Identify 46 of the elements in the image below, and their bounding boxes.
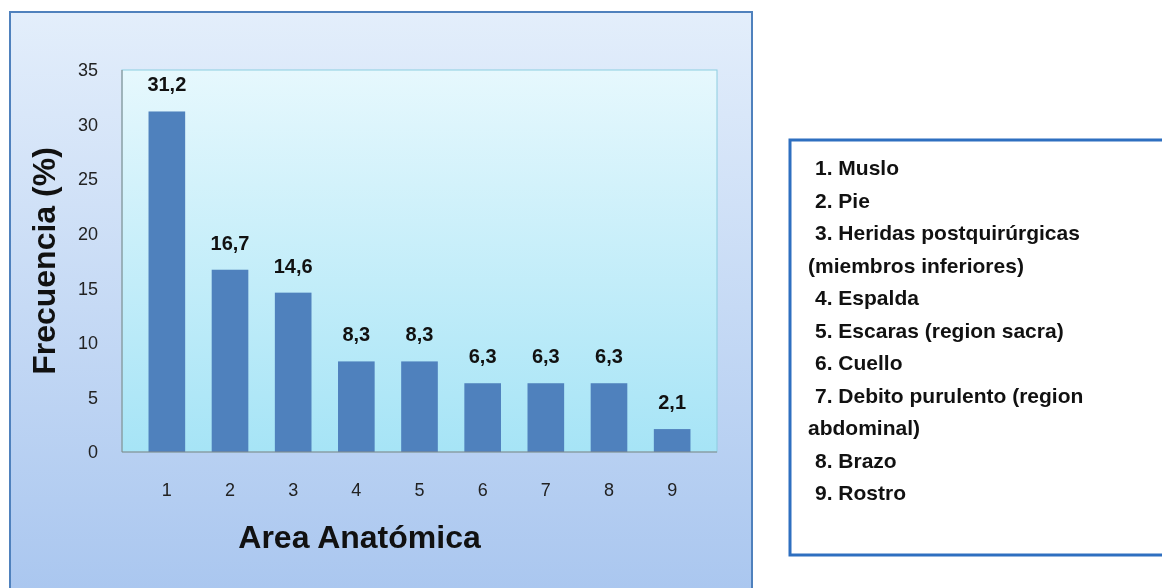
bar bbox=[401, 361, 438, 452]
bar bbox=[653, 429, 691, 452]
x-tick-label: 8 bbox=[603, 480, 614, 500]
y-axis-title: Frecuencia (%) bbox=[26, 147, 62, 375]
data-label: 16,7 bbox=[210, 231, 250, 254]
bar bbox=[211, 269, 249, 452]
data-label: 14,6 bbox=[273, 254, 313, 277]
y-tick-label: 10 bbox=[77, 333, 98, 354]
x-tick-label: 4 bbox=[351, 480, 362, 500]
bar bbox=[590, 383, 628, 452]
y-tick-label: 20 bbox=[77, 224, 98, 245]
x-tick-label: 1 bbox=[161, 480, 172, 500]
bar bbox=[148, 111, 186, 452]
y-tick-label: 30 bbox=[77, 114, 98, 135]
y-tick-label: 35 bbox=[77, 60, 98, 81]
x-tick-label: 3 bbox=[288, 480, 299, 500]
text: 2. Pie bbox=[815, 188, 870, 212]
x-tick-label: 9 bbox=[667, 480, 678, 500]
bar bbox=[527, 383, 565, 452]
bar bbox=[274, 292, 312, 452]
bar bbox=[464, 383, 501, 452]
y-tick-label: 5 bbox=[87, 387, 98, 408]
data-label: 2,1 bbox=[658, 391, 687, 414]
x-axis-title: Area Anatómica bbox=[238, 519, 481, 555]
text: 6. Cuello bbox=[815, 351, 903, 374]
y-tick-label: 0 bbox=[87, 442, 98, 463]
text: 1. Muslo bbox=[815, 156, 900, 179]
data-label: 31,2 bbox=[147, 73, 187, 96]
bar bbox=[338, 361, 375, 452]
data-label: 6,3 bbox=[595, 345, 623, 368]
data-label: 8,3 bbox=[342, 323, 371, 346]
x-tick-label: 2 bbox=[225, 480, 236, 500]
y-tick-label: 15 bbox=[77, 278, 98, 299]
data-label: 8,3 bbox=[405, 323, 434, 346]
x-tick-label: 6 bbox=[477, 480, 488, 500]
text: 4. Espalda bbox=[815, 286, 920, 309]
text: 3. Heridas postquirúrgicas (miembros inferiores) bbox=[808, 221, 1080, 277]
text: 9. Rostro bbox=[815, 481, 907, 504]
text: 8. Brazo bbox=[815, 448, 897, 472]
x-tick-label: 5 bbox=[414, 480, 425, 500]
data-label: 6,3 bbox=[531, 345, 560, 368]
text: 7. Debito purulento (region abdominal) bbox=[808, 383, 1084, 439]
text: 5. Escaras (region sacra) bbox=[815, 318, 1064, 342]
x-tick-label: 7 bbox=[540, 480, 551, 500]
data-label: 6,3 bbox=[468, 345, 497, 368]
y-tick-label: 25 bbox=[77, 169, 98, 190]
